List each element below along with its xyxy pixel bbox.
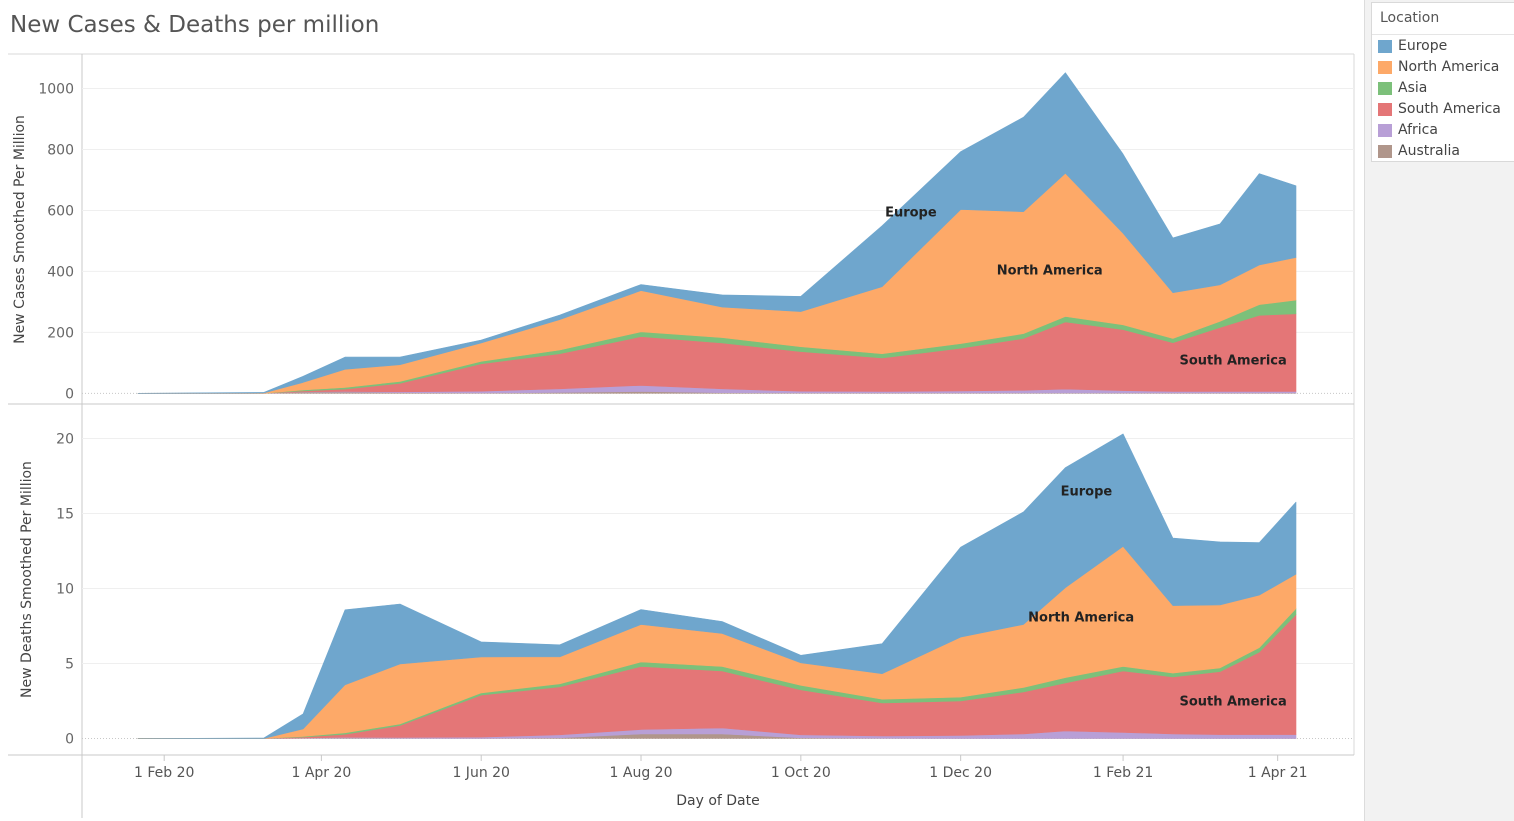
series-annotation: South America [1179,353,1286,368]
legend-label: Asia [1398,80,1428,96]
y-tick-label: 400 [47,264,74,280]
y-tick-label: 15 [56,507,74,523]
y-tick-label: 600 [47,203,74,219]
x-tick-label: 1 Feb 21 [1093,765,1153,781]
x-tick-label: 1 Apr 21 [1248,765,1308,781]
legend-title: Location [1380,10,1440,26]
area-europe [137,72,1297,394]
y-tick-label: 200 [47,325,74,341]
chart-title: New Cases & Deaths per million [10,12,380,38]
x-tick-label: 1 Aug 20 [610,765,673,781]
legend-label: Africa [1398,122,1438,138]
legend-item-europe[interactable]: Europe [1378,37,1447,55]
legend-divider [1372,34,1514,35]
series-annotation: Europe [1061,485,1113,500]
x-axis: 1 Feb 20 1 Apr 20 1 Jun 20 1 Aug 20 1 Oct 20… [134,755,1308,809]
legend-swatch [1378,39,1392,53]
legend-item-south-america[interactable]: South America [1378,100,1501,118]
y-tick-label: 0 [65,386,74,402]
deaths-panel: 0 5 10 15 20 New Deaths Smoothed Per Million E… [19,432,1354,748]
y-tick-label: 10 [56,582,74,598]
legend-label: North America [1398,59,1500,75]
legend-swatch [1378,81,1392,95]
y-tick-label: 800 [47,142,74,158]
x-tick-label: 1 Dec 20 [929,765,992,781]
legend-swatch [1378,144,1392,158]
legend-item-australia[interactable]: Australia [1378,142,1460,160]
cases-panel: 0 200 400 600 800 1000 New Cases Smoothed Per … [12,72,1354,402]
y-axis-label: New Deaths Smoothed Per Million [19,461,35,698]
legend-swatch [1378,123,1392,137]
area-europe [137,433,1297,739]
y-tick-label: 5 [65,657,74,673]
legend-label: South America [1398,101,1501,117]
x-tick-label: 1 Jun 20 [452,765,510,781]
legend: Location Europe North America Asia South… [1371,2,1514,162]
legend-swatch [1378,60,1392,74]
y-tick-label: 0 [65,732,74,748]
legend-label: Australia [1398,143,1460,159]
series-annotation: North America [1028,611,1134,626]
legend-item-africa[interactable]: Africa [1378,121,1438,139]
x-axis-label: Day of Date [676,793,760,809]
chart-frame [8,53,1355,818]
legend-item-asia[interactable]: Asia [1378,79,1427,97]
series-annotation: North America [997,263,1103,278]
legend-item-north-america[interactable]: North America [1378,58,1499,76]
series-annotation: South America [1179,695,1286,710]
series-annotation: Europe [885,206,937,221]
y-axis-label: New Cases Smoothed Per Million [12,115,28,344]
legend-swatch [1378,102,1392,116]
x-tick-label: 1 Oct 20 [771,765,831,781]
y-tick-label: 1000 [38,82,74,98]
legend-label: Europe [1398,38,1448,54]
x-tick-label: 1 Apr 20 [291,765,351,781]
y-tick-label: 20 [56,432,74,448]
x-tick-label: 1 Feb 20 [134,765,194,781]
